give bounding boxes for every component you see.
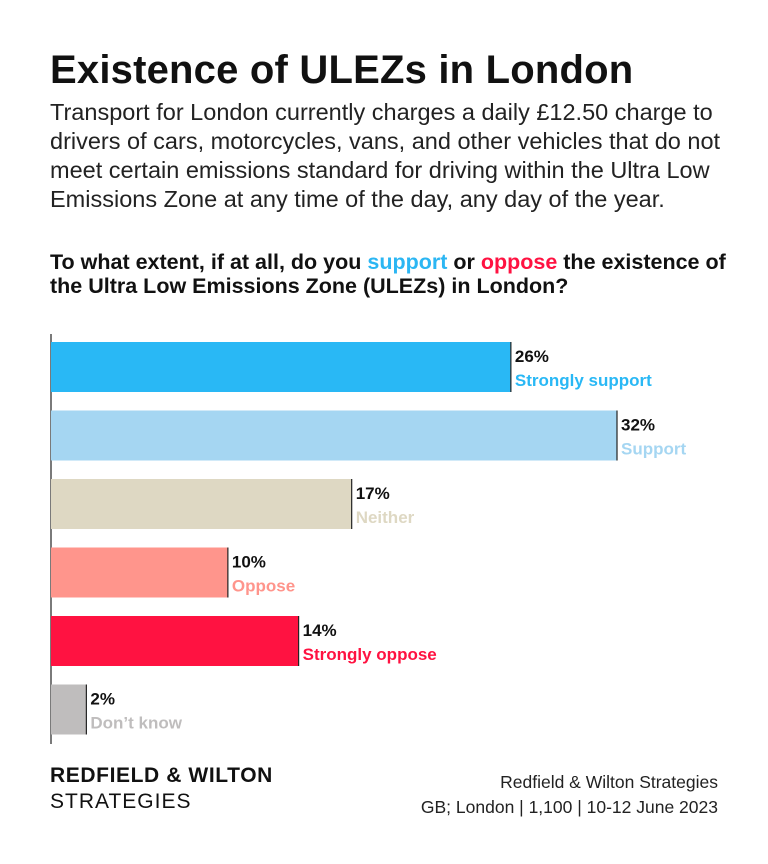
category-label-strongly-support: Strongly support — [515, 371, 652, 390]
value-label-don-t-know: 2% — [90, 690, 115, 709]
chart-title: Existence of ULEZs in London — [50, 48, 634, 92]
bar-chart-svg: 26% Strongly support 32% Support 17% Neither 1… — [50, 334, 686, 744]
value-label-strongly-support: 26% — [515, 347, 549, 366]
question-prefix: To what extent, if at all, do you — [50, 250, 368, 274]
value-label-oppose: 10% — [232, 553, 266, 572]
question-suffix: the existence of the Ultra Low Emissions… — [50, 250, 726, 298]
bar-neither — [51, 479, 352, 529]
value-label-support: 32% — [621, 416, 655, 435]
value-label-neither: 17% — [356, 484, 390, 503]
category-label-strongly-oppose: Strongly oppose — [303, 645, 437, 664]
category-label-support: Support — [621, 440, 686, 459]
question-middle: or — [447, 250, 481, 274]
bar-support — [51, 410, 617, 461]
question-oppose-keyword: oppose — [480, 250, 558, 274]
chart-subtitle: Transport for London currently charges a… — [50, 99, 721, 212]
source-organization: Redfield & Wilton Strategies — [500, 772, 718, 792]
bar-strongly-support — [51, 342, 511, 392]
brand-name: REDFIELD & WILTON — [50, 764, 273, 787]
source-sample-details: GB; London | 1,100 | 10-12 June 2023 — [420, 797, 718, 817]
bar-oppose — [51, 547, 228, 598]
bar-strongly-oppose — [51, 616, 299, 666]
brand-logo: REDFIELD & WILTON STRATEGIES — [50, 764, 273, 814]
source-note: Redfield & Wilton Strategies GB; London … — [421, 770, 718, 820]
question-support-keyword: support — [367, 250, 448, 274]
brand-subname: STRATEGIES — [50, 790, 192, 813]
bar-don-t-know — [51, 684, 87, 735]
category-label-oppose: Oppose — [232, 577, 295, 596]
bar-chart: 26% Strongly support 32% Support 17% Neither 1… — [0, 330, 768, 750]
category-label-don-t-know: Don’t know — [90, 714, 182, 733]
category-label-neither: Neither — [356, 508, 415, 527]
value-label-strongly-oppose: 14% — [303, 621, 337, 640]
survey-question: To what extent, if at all, do you suppor… — [50, 250, 740, 298]
